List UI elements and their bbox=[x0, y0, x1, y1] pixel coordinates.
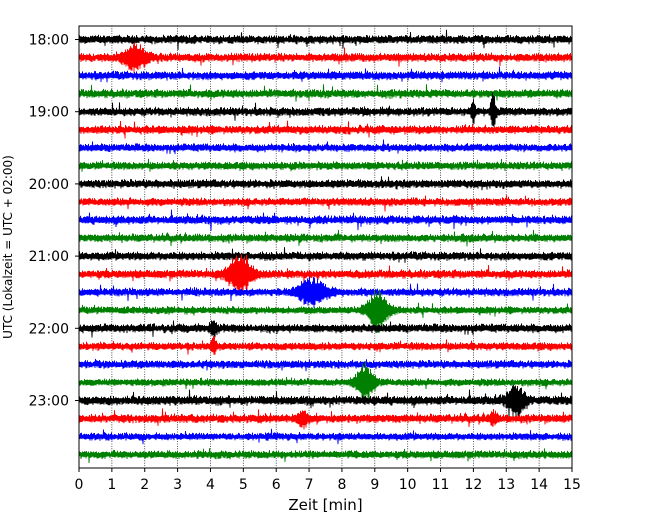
x-tick-label-9: 9 bbox=[370, 477, 379, 493]
y-tick-label-4: 22:00 bbox=[29, 321, 69, 337]
trace-2030 bbox=[78, 209, 573, 231]
x-tick-label-7: 7 bbox=[305, 477, 314, 493]
x-tick-label-15: 15 bbox=[563, 477, 581, 493]
trace-2245 bbox=[78, 361, 573, 402]
x-axis: 0 1 2 3 4 5 6 7 8 9 10 11 12 13 14 15 bbox=[75, 468, 581, 493]
x-tick-label-13: 13 bbox=[497, 477, 515, 493]
y-tick-label-3: 21:00 bbox=[29, 249, 69, 265]
trace-2315 bbox=[78, 408, 573, 430]
trace-1945 bbox=[78, 158, 573, 172]
trace-1815 bbox=[78, 42, 573, 74]
trace-1800 bbox=[78, 29, 573, 51]
y-tick-label-1: 19:00 bbox=[29, 105, 69, 121]
x-tick-label-8: 8 bbox=[337, 477, 346, 493]
y-axis-label: UTC (Lokalzeit = UTC + 02:00) bbox=[1, 155, 15, 339]
seismic-traces bbox=[78, 29, 573, 464]
trace-2000 bbox=[78, 176, 573, 191]
trace-2230 bbox=[78, 358, 573, 372]
trace-2015 bbox=[78, 195, 573, 212]
x-tick-label-2: 2 bbox=[140, 477, 149, 493]
trace-2200 bbox=[78, 320, 573, 338]
trace-2300 bbox=[78, 385, 573, 420]
y-tick-label-5: 23:00 bbox=[29, 394, 69, 410]
x-tick-label-10: 10 bbox=[399, 477, 417, 493]
trace-2130 bbox=[78, 276, 573, 309]
trace-1930 bbox=[78, 139, 573, 155]
x-tick-label-6: 6 bbox=[272, 477, 281, 493]
trace-1845 bbox=[78, 84, 573, 102]
trace-1900 bbox=[78, 92, 573, 128]
y-axis: 18:00 19:00 20:00 21:00 22:00 23:00 bbox=[29, 33, 79, 410]
trace-2330 bbox=[78, 428, 573, 445]
y-tick-label-0: 18:00 bbox=[29, 33, 69, 49]
x-axis-label: Zeit [min] bbox=[288, 496, 362, 514]
trace-2345 bbox=[78, 448, 573, 464]
x-tick-label-1: 1 bbox=[107, 477, 116, 493]
trace-2115 bbox=[78, 254, 573, 296]
x-tick-label-5: 5 bbox=[239, 477, 248, 493]
x-tick-label-0: 0 bbox=[75, 477, 84, 493]
trace-1915 bbox=[78, 120, 573, 139]
trace-2145 bbox=[78, 289, 573, 333]
y-tick-label-2: 20:00 bbox=[29, 177, 69, 193]
x-tick-label-4: 4 bbox=[206, 477, 215, 493]
plot-frame bbox=[78, 25, 573, 469]
x-tick-label-14: 14 bbox=[530, 477, 548, 493]
trace-2215 bbox=[78, 336, 573, 355]
x-tick-label-11: 11 bbox=[432, 477, 450, 493]
x-tick-label-3: 3 bbox=[173, 477, 182, 493]
trace-2100 bbox=[78, 247, 573, 263]
trace-1830 bbox=[78, 66, 573, 83]
x-tick-label-12: 12 bbox=[464, 477, 482, 493]
trace-2045 bbox=[78, 229, 573, 247]
